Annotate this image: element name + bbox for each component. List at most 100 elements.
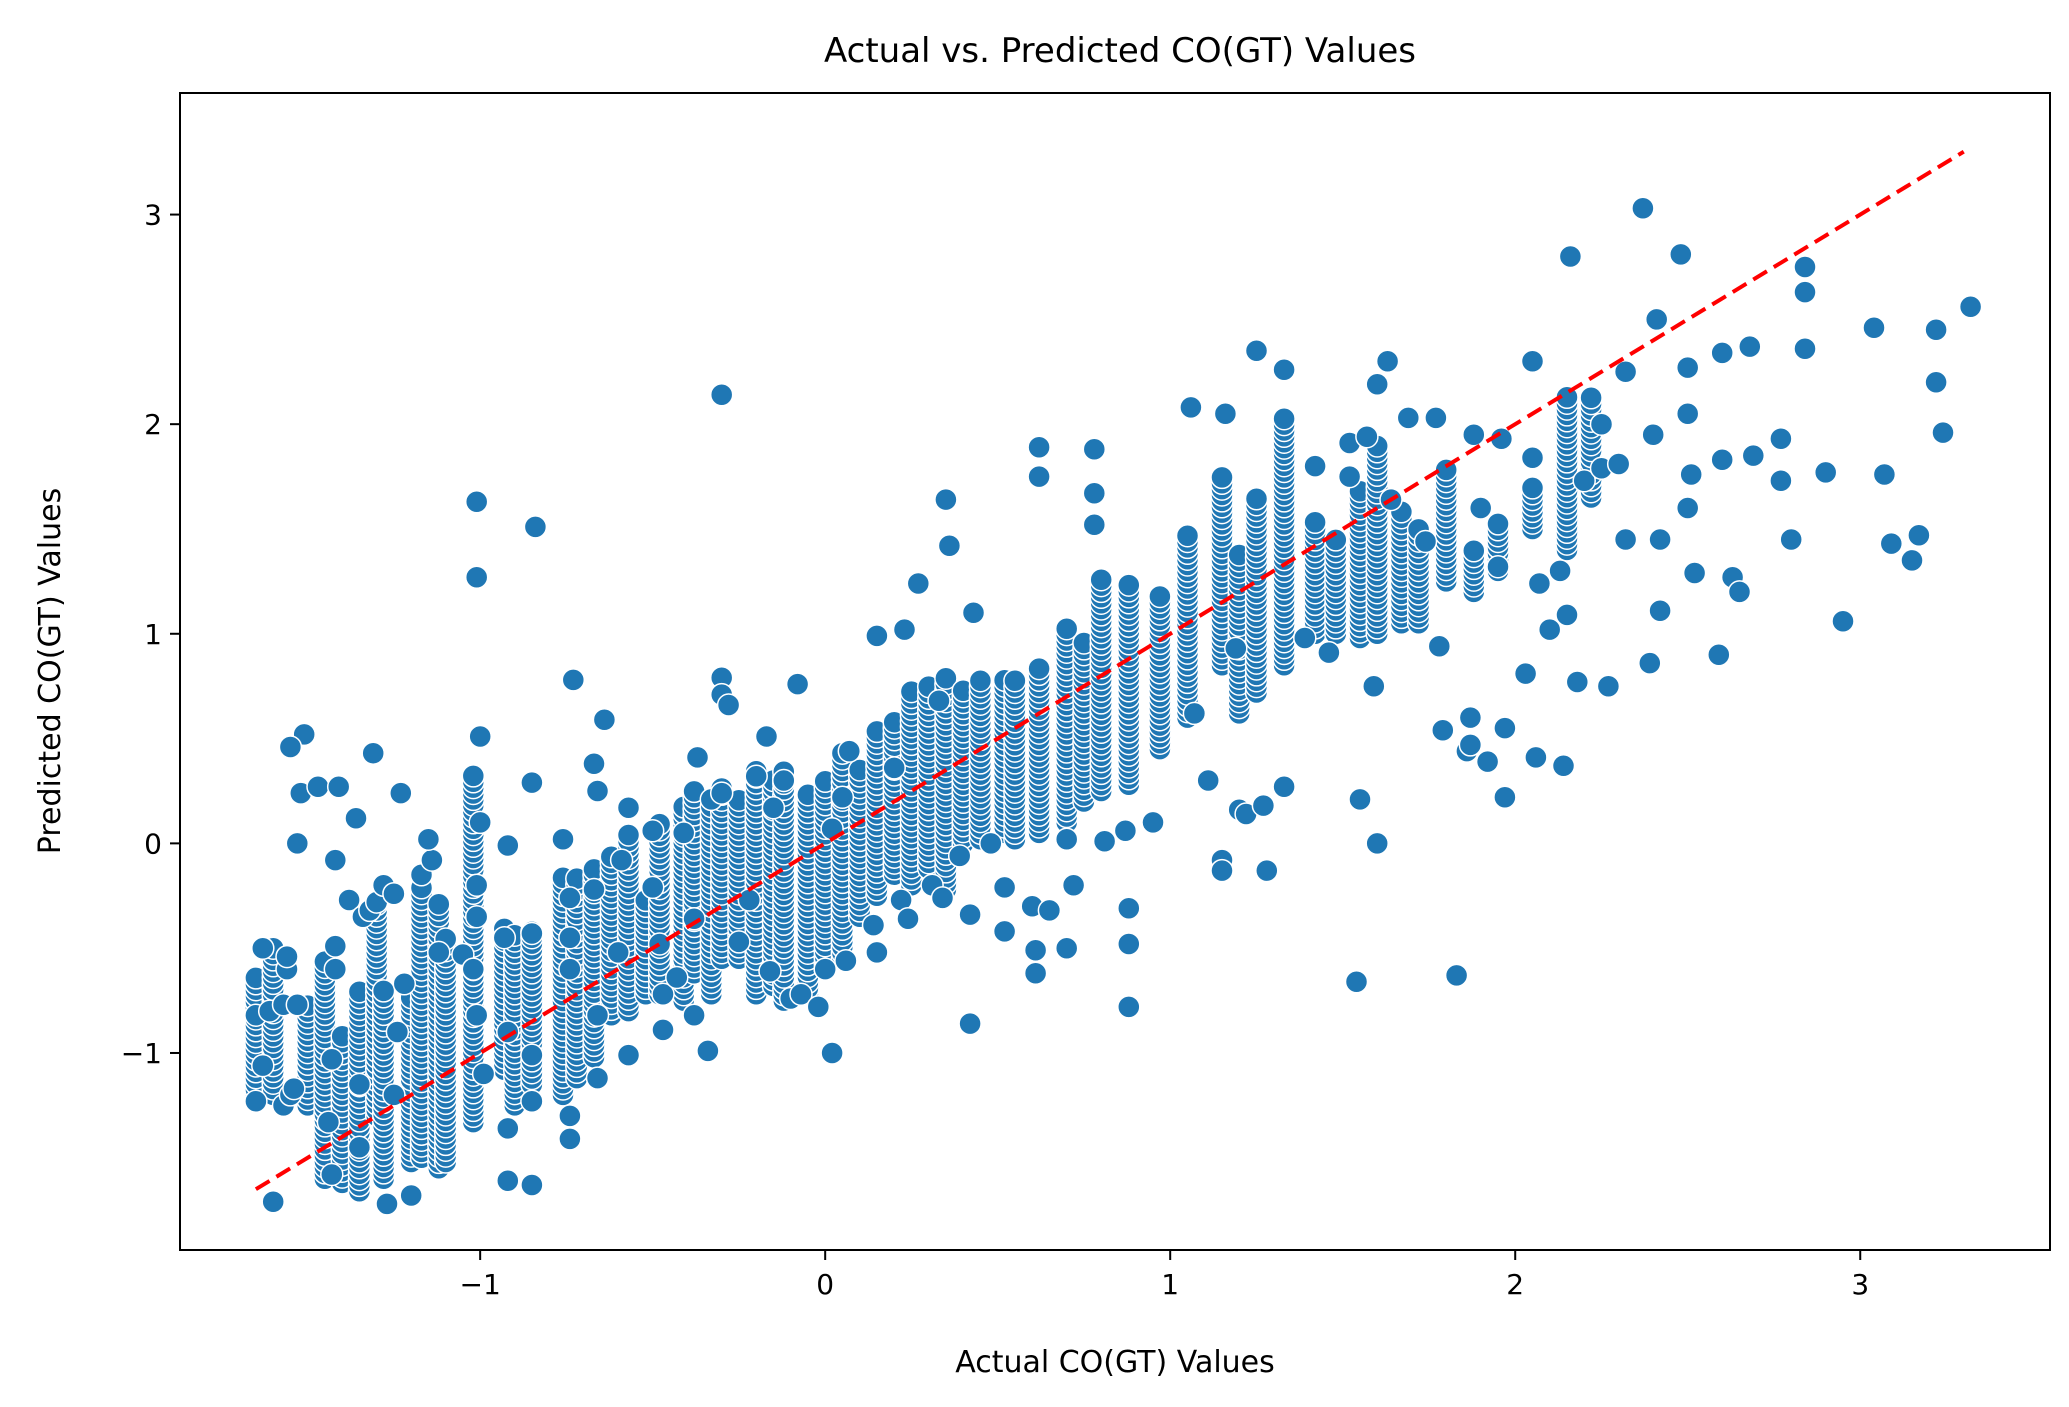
data-point (934, 487, 958, 512)
y-axis-label: Predicted CO(GT) Values (33, 488, 68, 854)
data-point (1707, 642, 1731, 667)
data-point (865, 940, 889, 965)
data-point (344, 806, 368, 830)
data-point (496, 1116, 520, 1141)
data-point (696, 1039, 720, 1063)
data-point (1303, 454, 1327, 478)
data-point (464, 904, 489, 929)
data-point (1669, 242, 1693, 267)
data-point (616, 823, 641, 847)
data-point (520, 1043, 544, 1067)
data-point (968, 668, 993, 693)
data-point (640, 875, 665, 900)
data-point (1572, 469, 1596, 493)
data-point (468, 724, 492, 749)
data-point (896, 907, 920, 931)
data-point (1424, 406, 1448, 430)
data-point (1551, 754, 1576, 778)
data-point (640, 819, 665, 843)
data-point (1644, 307, 1669, 332)
y-tick-label: 2 (144, 408, 162, 441)
data-point (1769, 427, 1793, 451)
data-point (1741, 443, 1766, 468)
data-point (1813, 460, 1838, 485)
data-point (582, 751, 606, 776)
data-point (1413, 529, 1438, 554)
data-point (961, 601, 986, 625)
data-point (1027, 464, 1051, 489)
data-point (1082, 513, 1107, 537)
data-point (830, 785, 855, 810)
data-point (558, 1104, 582, 1128)
data-point (665, 965, 689, 990)
data-point (1210, 465, 1234, 490)
y-tick-label: −1 (121, 1037, 162, 1070)
data-point (1272, 406, 1296, 431)
data-point (1375, 349, 1400, 374)
data-point (1251, 793, 1276, 818)
data-point (930, 886, 955, 910)
data-point (1924, 370, 1948, 394)
data-point (1179, 395, 1203, 420)
data-point (520, 1173, 544, 1197)
data-point (1117, 995, 1141, 1019)
data-point (1054, 616, 1079, 641)
data-point (427, 892, 451, 916)
data-point (275, 944, 299, 969)
data-point (789, 982, 813, 1007)
data-point (1444, 963, 1469, 988)
data-point (1224, 636, 1248, 661)
data-point (813, 957, 837, 981)
data-point (1117, 932, 1141, 956)
data-point (1727, 580, 1752, 604)
data-point (244, 1089, 268, 1113)
data-point (361, 741, 385, 765)
data-point (251, 1053, 275, 1078)
data-point (558, 886, 582, 910)
data-point (1638, 651, 1662, 675)
data-point (282, 1076, 306, 1101)
y-tick-label: 1 (144, 618, 162, 651)
data-point (592, 707, 617, 732)
data-point (464, 873, 489, 898)
data-point (1210, 858, 1234, 883)
data-point (1879, 531, 1904, 556)
data-point (1606, 452, 1631, 476)
data-point (609, 848, 634, 872)
data-point (861, 913, 886, 937)
data-point (1089, 567, 1113, 592)
data-point (278, 735, 303, 759)
data-point (1710, 448, 1734, 472)
data-point (1682, 561, 1707, 585)
data-point (1348, 787, 1372, 812)
data-point (651, 982, 675, 1007)
data-point (523, 515, 548, 539)
data-point (1431, 718, 1455, 742)
data-point (1054, 936, 1079, 960)
data-point (461, 957, 486, 981)
data-point (306, 775, 330, 799)
data-point (416, 827, 441, 851)
data-point (1458, 705, 1483, 730)
data-point (323, 848, 348, 872)
data-point (1344, 969, 1369, 994)
data-point (761, 795, 786, 820)
data-point (1648, 527, 1672, 552)
data-point (616, 795, 641, 820)
x-axis-label: Actual CO(GT) Values (955, 1345, 1275, 1380)
data-point (671, 821, 696, 845)
data-point (1244, 339, 1269, 363)
data-point (392, 972, 417, 996)
data-point (320, 1162, 344, 1187)
data-point (1524, 745, 1548, 770)
data-point (1589, 412, 1614, 436)
data-point (1831, 609, 1855, 633)
data-point (1141, 810, 1165, 835)
data-point (323, 957, 348, 981)
data-point (1527, 571, 1552, 596)
data-point (727, 930, 751, 954)
data-point (716, 693, 741, 717)
data-point (1468, 496, 1493, 520)
data-point (1092, 829, 1117, 854)
data-point (371, 979, 396, 1003)
